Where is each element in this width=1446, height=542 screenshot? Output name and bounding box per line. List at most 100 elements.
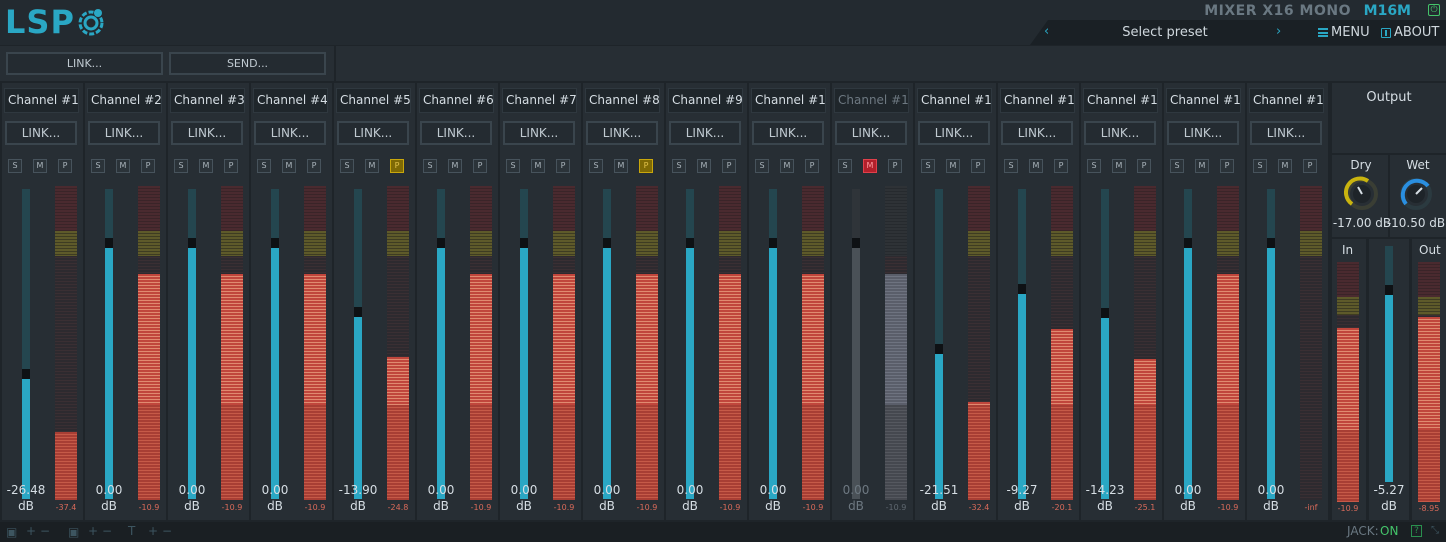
channel-gain-fader[interactable]: [437, 189, 445, 499]
phase-button[interactable]: P: [805, 159, 819, 173]
output-gain-fader[interactable]: [1385, 246, 1393, 482]
channel-gain-fader[interactable]: [603, 189, 611, 499]
channel-name[interactable]: Channel #4: [253, 88, 328, 113]
channel-gain-fader[interactable]: [105, 189, 113, 499]
channel-gain-fader[interactable]: [354, 189, 362, 499]
about-button[interactable]: ABOUT: [1381, 25, 1439, 40]
phase-button[interactable]: P: [58, 159, 72, 173]
solo-button[interactable]: S: [1170, 159, 1184, 173]
channel-name[interactable]: Channel #11: [834, 88, 909, 113]
solo-button[interactable]: S: [921, 159, 935, 173]
solo-button[interactable]: S: [257, 159, 271, 173]
channel-gain-fader[interactable]: [188, 189, 196, 499]
channel-name[interactable]: Channel #13: [1000, 88, 1075, 113]
phase-button[interactable]: P: [1054, 159, 1068, 173]
help-icon[interactable]: ?: [1411, 525, 1422, 537]
solo-button[interactable]: S: [838, 159, 852, 173]
mute-button[interactable]: M: [531, 159, 545, 173]
chevron-right-icon[interactable]: ›: [1276, 24, 1282, 39]
channel-name[interactable]: Channel #7: [502, 88, 577, 113]
solo-button[interactable]: S: [91, 159, 105, 173]
channel-name[interactable]: Channel #8: [585, 88, 660, 113]
mute-button[interactable]: M: [116, 159, 130, 173]
channel-link-button[interactable]: LINK...: [88, 121, 160, 145]
zoom-out-icon[interactable]: −: [40, 524, 51, 538]
solo-button[interactable]: S: [589, 159, 603, 173]
phase-button[interactable]: P: [224, 159, 238, 173]
channel-name[interactable]: Channel #15: [1166, 88, 1241, 113]
scale-up-icon[interactable]: +: [148, 524, 159, 538]
channel-gain-fader[interactable]: [769, 189, 777, 499]
solo-button[interactable]: S: [174, 159, 188, 173]
channel-link-button[interactable]: LINK...: [5, 121, 77, 145]
mute-button[interactable]: M: [1195, 159, 1209, 173]
window-icon[interactable]: ▣: [6, 525, 18, 539]
dry-knob[interactable]: [1344, 176, 1380, 212]
channel-link-button[interactable]: LINK...: [669, 121, 741, 145]
channel-link-button[interactable]: LINK...: [420, 121, 492, 145]
solo-button[interactable]: S: [672, 159, 686, 173]
solo-button[interactable]: S: [423, 159, 437, 173]
channel-name[interactable]: Channel #1: [4, 88, 79, 113]
channel-link-button[interactable]: LINK...: [1250, 121, 1322, 145]
channel-name[interactable]: Channel #9: [668, 88, 743, 113]
channel-link-button[interactable]: LINK...: [835, 121, 907, 145]
mute-button[interactable]: M: [1278, 159, 1292, 173]
channel-link-button[interactable]: LINK...: [918, 121, 990, 145]
channel-link-button[interactable]: LINK...: [254, 121, 326, 145]
solo-button[interactable]: S: [1087, 159, 1101, 173]
channel-gain-fader[interactable]: [1184, 189, 1192, 499]
mute-button[interactable]: M: [946, 159, 960, 173]
solo-button[interactable]: S: [1004, 159, 1018, 173]
jack-status[interactable]: ON: [1380, 524, 1399, 538]
channel-name[interactable]: Channel #6: [419, 88, 494, 113]
channel-name[interactable]: Channel #12: [917, 88, 992, 113]
channel-gain-fader[interactable]: [935, 189, 943, 499]
menu-button[interactable]: MENU: [1318, 25, 1370, 40]
mute-button[interactable]: M: [780, 159, 794, 173]
text-size-icon[interactable]: T: [128, 524, 136, 538]
channel-gain-fader[interactable]: [686, 189, 694, 499]
solo-button[interactable]: S: [755, 159, 769, 173]
power-icon[interactable]: ⏻: [1428, 4, 1440, 16]
phase-button[interactable]: P: [1137, 159, 1151, 173]
phase-button[interactable]: P: [1303, 159, 1317, 173]
channel-name[interactable]: Channel #5: [336, 88, 411, 113]
channel-name[interactable]: Channel #16: [1249, 88, 1324, 113]
phase-button[interactable]: P: [971, 159, 985, 173]
phase-button[interactable]: P: [888, 159, 902, 173]
send-button[interactable]: SEND...: [169, 52, 326, 75]
font-down-icon[interactable]: −: [102, 524, 113, 538]
channel-link-button[interactable]: LINK...: [503, 121, 575, 145]
channel-gain-fader[interactable]: [1267, 189, 1275, 499]
phase-button[interactable]: P: [1220, 159, 1234, 173]
mute-button[interactable]: M: [448, 159, 462, 173]
phase-button[interactable]: P: [556, 159, 570, 173]
channel-gain-fader[interactable]: [852, 189, 860, 499]
channel-gain-fader[interactable]: [22, 189, 30, 499]
channel-name[interactable]: Channel #14: [1083, 88, 1158, 113]
mute-button[interactable]: M: [282, 159, 296, 173]
channel-gain-fader[interactable]: [520, 189, 528, 499]
channel-link-button[interactable]: LINK...: [337, 121, 409, 145]
chevron-left-icon[interactable]: ‹: [1044, 24, 1050, 39]
mute-button[interactable]: M: [365, 159, 379, 173]
phase-button[interactable]: P: [639, 159, 653, 173]
font-up-icon[interactable]: +: [88, 524, 99, 538]
mute-button[interactable]: M: [1029, 159, 1043, 173]
channel-link-button[interactable]: LINK...: [586, 121, 658, 145]
preset-label[interactable]: Select preset: [1122, 25, 1208, 40]
channel-gain-fader[interactable]: [1101, 189, 1109, 499]
solo-button[interactable]: S: [8, 159, 22, 173]
channel-gain-fader[interactable]: [271, 189, 279, 499]
channel-link-button[interactable]: LINK...: [1001, 121, 1073, 145]
resize-handle-icon[interactable]: ⤡: [1431, 525, 1439, 536]
scale-down-icon[interactable]: −: [162, 524, 173, 538]
lsp-logo[interactable]: LSP: [5, 2, 106, 42]
phase-button[interactable]: P: [390, 159, 404, 173]
zoom-in-icon[interactable]: +: [26, 524, 37, 538]
channel-link-button[interactable]: LINK...: [1167, 121, 1239, 145]
phase-button[interactable]: P: [307, 159, 321, 173]
phase-button[interactable]: P: [722, 159, 736, 173]
channel-gain-fader[interactable]: [1018, 189, 1026, 499]
